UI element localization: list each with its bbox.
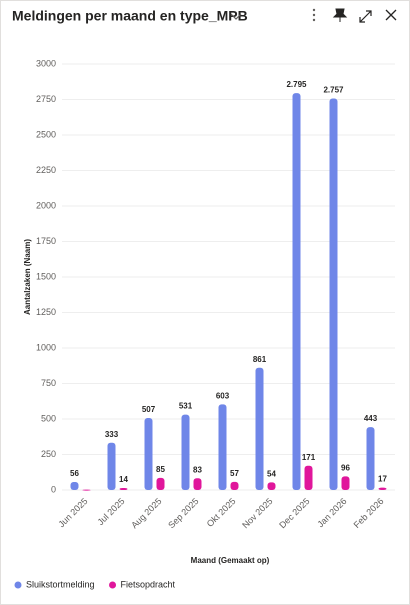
bar	[107, 442, 116, 490]
bar	[144, 418, 153, 490]
value-label: 85	[156, 465, 165, 474]
value-label: 861	[253, 355, 267, 364]
bar	[218, 404, 227, 490]
bar	[341, 476, 350, 490]
close-icon[interactable]	[385, 9, 397, 21]
value-label: 171	[302, 453, 316, 462]
bar	[193, 478, 202, 490]
value-label: 56	[70, 469, 79, 478]
legend-label: Sluikstortmelding	[26, 579, 95, 589]
more-icon[interactable]	[312, 8, 316, 22]
bar	[119, 488, 128, 490]
value-label: 83	[193, 465, 202, 474]
y-tick-label: 2250	[36, 165, 56, 175]
value-label: 54	[267, 469, 276, 478]
y-tick-label: 2750	[36, 94, 56, 104]
y-tick-label: 2000	[36, 200, 56, 210]
bar	[70, 482, 79, 490]
value-label: 17	[378, 475, 387, 484]
value-label: 57	[230, 469, 239, 478]
value-label: 603	[216, 391, 230, 400]
y-tick-label: 500	[41, 413, 56, 423]
value-label: 507	[142, 405, 156, 414]
value-label: 14	[119, 475, 128, 484]
y-tick-label: 750	[41, 378, 56, 388]
y-tick-label: 1750	[36, 236, 56, 246]
value-label: 2.795	[286, 80, 307, 89]
bar	[366, 427, 375, 490]
value-label: 333	[105, 430, 119, 439]
y-tick-label: 3000	[36, 58, 56, 68]
y-tick-label: 2500	[36, 129, 56, 139]
bar	[304, 465, 313, 490]
legend-label: Fietsopdracht	[121, 579, 176, 589]
chart-title: Meldingen per maand en type_MPB	[12, 8, 248, 24]
x-axis-title: Maand (Gemaakt op)	[191, 556, 270, 565]
y-tick-label: 1500	[36, 271, 56, 281]
value-label: 2.757	[323, 86, 344, 95]
y-tick-label: 1250	[36, 307, 56, 317]
y-tick-label: 0	[51, 484, 56, 494]
bar	[378, 487, 387, 490]
y-axis-title: Aantalzaken (Naam)	[23, 239, 32, 315]
bar	[267, 482, 276, 490]
value-label: 531	[179, 402, 193, 411]
bar	[255, 367, 264, 490]
bar	[329, 98, 338, 491]
y-tick-label: 1000	[36, 342, 56, 352]
y-tick-label: 250	[41, 449, 56, 459]
bar	[292, 93, 301, 491]
legend-marker	[14, 581, 22, 589]
bar	[181, 414, 190, 490]
pin-icon[interactable]	[332, 8, 348, 22]
dropdown-icon[interactable]	[230, 13, 242, 20]
value-label: 96	[341, 463, 350, 472]
bar	[230, 481, 239, 490]
legend-marker	[109, 581, 117, 589]
value-label: 443	[364, 414, 378, 423]
bar	[156, 477, 165, 490]
expand-icon[interactable]	[359, 10, 372, 23]
bar	[82, 489, 91, 491]
